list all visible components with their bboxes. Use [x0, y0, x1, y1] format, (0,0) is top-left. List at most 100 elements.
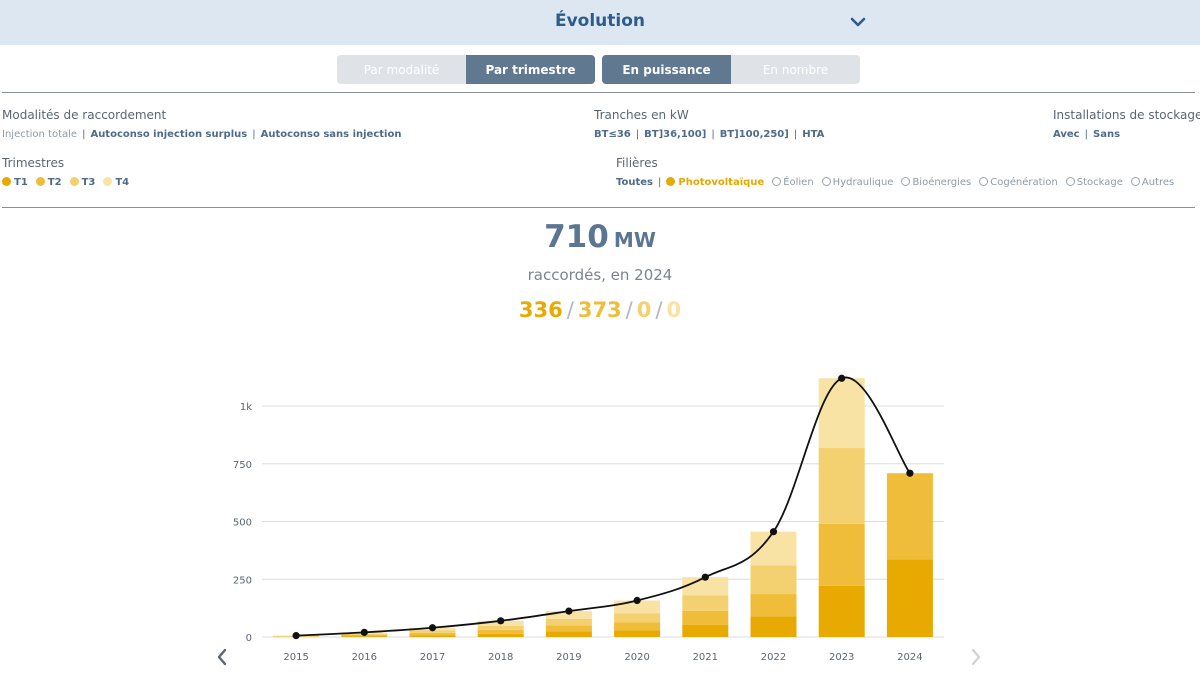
- bar-t4: [750, 531, 797, 566]
- option-sans[interactable]: Sans: [1093, 129, 1121, 140]
- bar-t1: [409, 635, 456, 637]
- total-unit: MW: [613, 228, 656, 252]
- option-bt100-250[interactable]: BT]100,250]: [719, 129, 789, 140]
- unit-toggle: En puissance En nombre: [602, 55, 860, 84]
- bar-t3: [682, 595, 729, 611]
- bar-t2: [682, 610, 729, 625]
- option-autoconso-sans-injection[interactable]: Autoconso sans injection: [260, 129, 402, 140]
- total-point: [360, 628, 368, 636]
- bar-t1: [818, 585, 865, 637]
- total-point: [838, 374, 846, 382]
- option-hydraulique-label: Hydraulique: [832, 177, 894, 188]
- option-autres-label: Autres: [1141, 177, 1175, 188]
- bar-t1: [682, 624, 729, 637]
- chevron-right-icon[interactable]: [969, 648, 983, 666]
- option-avec[interactable]: Avec: [1053, 129, 1080, 140]
- x-tick-label: 2016: [352, 652, 377, 663]
- bar-t1: [477, 633, 524, 637]
- radio-checked-icon: [666, 177, 676, 186]
- bar-t1: [341, 636, 388, 637]
- tab-en-puissance[interactable]: En puissance: [602, 55, 731, 84]
- modalites-options: Injection totale | Autoconso injection sur…: [2, 129, 402, 140]
- total-caption: raccordés, en 2024: [527, 266, 673, 284]
- divider: [2, 207, 1195, 208]
- filieres-label: Filières: [616, 156, 658, 170]
- x-tick-label: 2017: [420, 652, 445, 663]
- option-autres[interactable]: Autres: [1130, 177, 1175, 188]
- total-point: [292, 632, 300, 640]
- x-tick-label: 2024: [897, 652, 922, 663]
- bar-t2: [409, 632, 456, 636]
- x-tick-label: 2022: [761, 652, 786, 663]
- tab-en-nombre[interactable]: En nombre: [731, 55, 860, 84]
- quarter-values: 336/373/0/0: [518, 298, 682, 322]
- bar-t2: [614, 622, 661, 631]
- chevron-down-icon[interactable]: [849, 13, 867, 31]
- y-tick-label: 750: [233, 460, 252, 471]
- t3-dot-icon: [69, 177, 79, 186]
- option-cogeneration-label: Cogénération: [990, 177, 1058, 188]
- bar-t4: [818, 378, 865, 449]
- bar-t2: [818, 523, 865, 586]
- option-bt36[interactable]: BT≤36: [594, 129, 631, 140]
- option-bt36-100[interactable]: BT]36,100]: [644, 129, 707, 140]
- x-tick-label: 2023: [829, 652, 854, 663]
- option-injection-totale[interactable]: Injection totale: [2, 129, 78, 140]
- evolution-chart: 0 250 500 750 1k 2015 2016 2017 2018 2019 2020 2021…: [233, 374, 944, 663]
- divider: [2, 92, 1195, 93]
- total-point: [769, 528, 778, 536]
- quarter-t3-value: 0: [636, 298, 652, 322]
- t2-dot-icon: [35, 177, 45, 186]
- option-bioenergies[interactable]: Bioénergies: [901, 177, 971, 188]
- total-point: [565, 607, 573, 615]
- quarter-t4-value: 0: [666, 298, 682, 322]
- option-eolien[interactable]: Éolien: [772, 177, 814, 188]
- legend-t2[interactable]: T2: [35, 177, 62, 188]
- legend-t3[interactable]: T3: [69, 177, 96, 188]
- tab-par-modalite[interactable]: Par modalité: [337, 55, 466, 84]
- section-header[interactable]: Évolution: [0, 0, 1200, 45]
- legend-t1[interactable]: T1: [2, 177, 28, 188]
- bar-t3: [818, 448, 865, 524]
- bar-t1: [750, 616, 797, 637]
- trimestres-label: Trimestres: [2, 156, 65, 170]
- legend-t4-label: T4: [115, 177, 130, 188]
- bar-t3: [545, 618, 592, 626]
- view-toggle: Par modalité Par trimestre: [337, 55, 595, 84]
- bar-t1: [545, 631, 592, 637]
- bar-t2: [477, 629, 524, 634]
- total-number: 710: [544, 219, 609, 255]
- total-point: [906, 469, 914, 477]
- bar-t2: [886, 473, 933, 560]
- total-line: [296, 376, 911, 637]
- option-cogeneration[interactable]: Cogénération: [979, 177, 1058, 188]
- radio-icon: [1065, 177, 1075, 186]
- total-value: 710 MW: [0, 219, 1200, 255]
- chevron-left-icon[interactable]: [215, 648, 229, 666]
- quarter-t2-value: 373: [577, 298, 622, 322]
- option-stockage[interactable]: Stockage: [1065, 177, 1123, 188]
- total-point: [428, 624, 437, 632]
- option-toutes[interactable]: Toutes: [616, 177, 653, 188]
- option-photovoltaique[interactable]: Photovoltaïque: [666, 177, 764, 188]
- radio-icon: [901, 177, 911, 186]
- option-stockage-label: Stockage: [1076, 177, 1123, 188]
- section-title: Évolution: [554, 11, 646, 31]
- bar-t3: [750, 565, 797, 595]
- tranches-label: Tranches en kW: [594, 108, 689, 122]
- y-tick-label: 250: [233, 575, 252, 586]
- option-hydraulique[interactable]: Hydraulique: [821, 177, 894, 188]
- tab-par-trimestre[interactable]: Par trimestre: [466, 55, 595, 84]
- legend-t4[interactable]: T4: [103, 177, 129, 188]
- bar-t3: [477, 625, 524, 630]
- x-tick-label: 2021: [693, 652, 718, 663]
- filieres-options: Toutes | Photovoltaïque Éolien Hydraulique Bi…: [616, 177, 1175, 188]
- stockage-options: Avec | Sans: [1053, 129, 1121, 140]
- bar-t2: [545, 625, 592, 632]
- option-autoconso-surplus[interactable]: Autoconso injection surplus: [90, 129, 248, 140]
- total-point: [497, 617, 505, 625]
- option-hta[interactable]: HTA: [802, 129, 825, 140]
- option-photovoltaique-label: Photovoltaïque: [678, 177, 765, 188]
- radio-icon: [1130, 177, 1140, 186]
- legend-t3-label: T3: [81, 177, 96, 188]
